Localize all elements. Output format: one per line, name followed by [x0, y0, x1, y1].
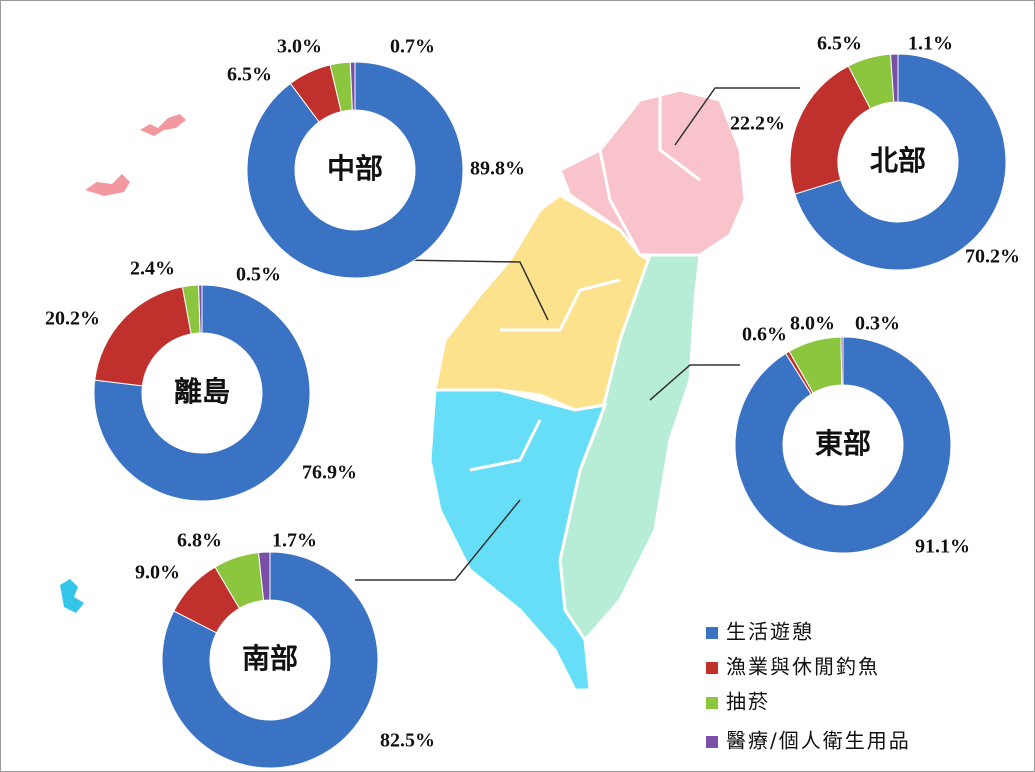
data-label: 22.2% [730, 113, 785, 135]
region-label: 中部 [327, 152, 383, 185]
donut-chart: 91.1% 0.6% 8.0% 0.3% 東部 [734, 313, 970, 558]
data-label: 76.9% [302, 462, 357, 484]
legend-label: 生活遊憩 [726, 620, 814, 644]
donut-slice [890, 53, 899, 103]
data-label: 0.6% [742, 324, 787, 346]
legend-swatch [706, 627, 718, 639]
data-label: 70.2% [965, 246, 1020, 268]
leader-line [649, 364, 740, 401]
county-border [500, 278, 621, 332]
region-label: 離島 [174, 375, 230, 408]
data-label: 0.3% [855, 313, 900, 335]
leader-line [355, 499, 521, 581]
legend-swatch [706, 736, 718, 748]
data-label: 0.7% [390, 36, 435, 58]
donut-chart: 70.2% 22.2% 6.5% 1.1% 北部 [730, 33, 1020, 271]
donut-chart: 89.8% 6.5%3.0% 0.7% 中部 [227, 36, 525, 279]
legend-swatch [706, 662, 718, 674]
data-label: 1.7% [272, 530, 317, 552]
region-label: 北部 [870, 144, 926, 177]
taiwan-map [428, 80, 747, 692]
data-label: 0.5% [236, 264, 281, 286]
data-label: 2.4% [130, 258, 175, 280]
county-border [598, 149, 642, 256]
donut-chart: 76.9% 20.2% 2.4% 0.5% 離島 [45, 258, 357, 502]
legend-label: 醫療/個人衛生用品 [726, 729, 911, 753]
donut-slice [246, 61, 464, 279]
data-label: 6.5% [817, 33, 862, 55]
penghu [60, 579, 84, 613]
data-label: 91.1% [915, 536, 970, 558]
legend-label: 漁業與休閒釣魚 [726, 655, 880, 679]
donut-slice [789, 65, 872, 195]
county-border [658, 80, 701, 182]
county-border [469, 419, 542, 472]
data-label: 3.0% [277, 36, 322, 58]
donut-slice [349, 61, 356, 111]
leader-line [674, 87, 800, 146]
data-label: 6.8% [177, 530, 222, 552]
data-label: 89.8% [470, 158, 525, 180]
leader-lines [355, 87, 800, 581]
donut-slice [198, 284, 203, 334]
central-region [433, 193, 652, 412]
data-label: 6.5% [227, 64, 272, 86]
south-region [428, 388, 608, 692]
donut-slice [257, 551, 271, 601]
data-label: 82.5% [380, 730, 435, 752]
data-label: 8.0% [790, 313, 835, 335]
legend-label: 抽菸 [726, 690, 770, 714]
region-label: 南部 [242, 642, 298, 675]
data-label: 20.2% [45, 308, 100, 330]
donut-slice [840, 336, 844, 386]
donut-slice [161, 551, 379, 769]
islands [60, 114, 186, 613]
legend-swatch [706, 697, 718, 709]
kinmen [85, 174, 130, 196]
region-label: 東部 [815, 427, 871, 460]
leader-line [399, 259, 549, 321]
donut-slice [93, 284, 311, 502]
matsu [140, 114, 186, 136]
donut-slice [734, 336, 952, 554]
donut-slice [794, 53, 1007, 271]
data-label: 1.1% [908, 33, 953, 55]
data-label: 9.0% [135, 562, 180, 584]
donut-chart: 82.5% 9.0% 6.8% 1.7% 南部 [135, 530, 435, 769]
